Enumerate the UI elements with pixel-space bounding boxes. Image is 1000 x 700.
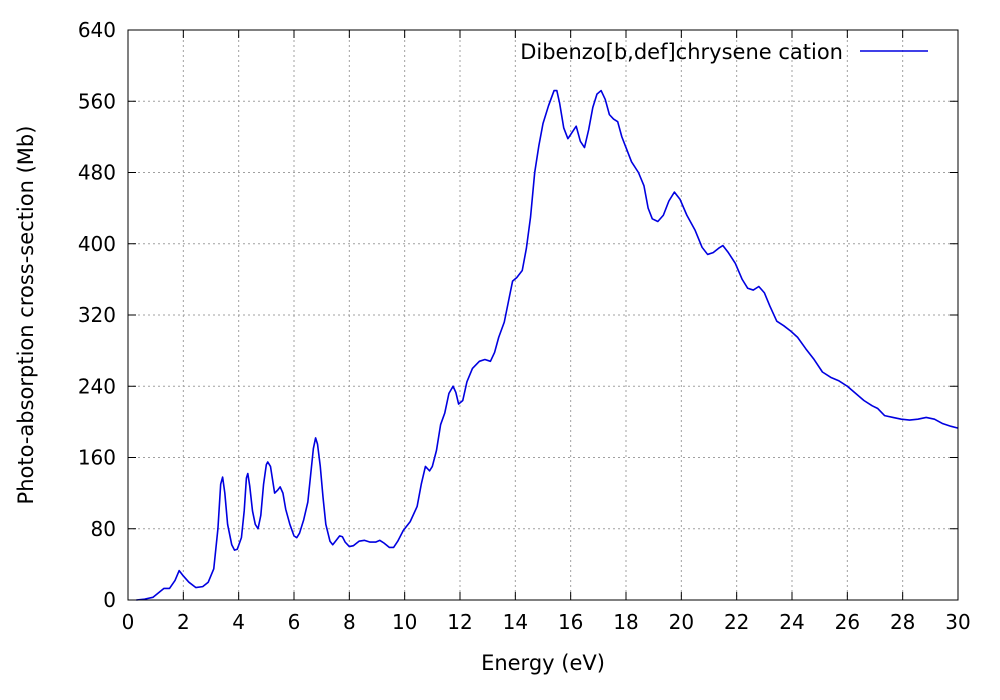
- x-tick-label: 24: [779, 610, 804, 634]
- x-tick-label: 30: [945, 610, 970, 634]
- x-tick-label: 4: [232, 610, 245, 634]
- x-tick-label: 2: [177, 610, 190, 634]
- x-tick-label: 20: [669, 610, 694, 634]
- x-tick-label: 16: [558, 610, 583, 634]
- y-tick-label: 560: [78, 89, 116, 113]
- series-layer: [136, 89, 959, 601]
- x-axis-title: Energy (eV): [481, 651, 605, 675]
- y-tick-label: 160: [78, 446, 116, 470]
- y-tick-label: 320: [78, 303, 116, 327]
- y-tick-label: 400: [78, 232, 116, 256]
- legend-label: Dibenzo[b,def]chrysene cation: [520, 40, 843, 64]
- y-tick-label: 0: [103, 588, 116, 612]
- y-tick-label: 640: [78, 18, 116, 42]
- x-tick-label: 22: [724, 610, 749, 634]
- x-tick-label: 0: [122, 610, 135, 634]
- x-tick-label: 18: [613, 610, 638, 634]
- y-tick-label: 240: [78, 374, 116, 398]
- x-tick-label: 28: [890, 610, 915, 634]
- y-tick-label: 480: [78, 161, 116, 185]
- tick-labels: 0 2 4 6 8 10 12 14 16 18 20 22 24 26 28 300801602403204…: [78, 18, 971, 634]
- y-axis-title: Photo-absorption cross-section (Mb): [14, 126, 38, 505]
- grid: [128, 30, 958, 600]
- series-line-0: [136, 89, 959, 601]
- y-tick-label: 80: [91, 517, 116, 541]
- x-tick-label: 12: [447, 610, 472, 634]
- x-tick-label: 8: [343, 610, 356, 634]
- x-tick-label: 14: [503, 610, 528, 634]
- x-tick-label: 6: [288, 610, 301, 634]
- legend: Dibenzo[b,def]chrysene cation: [520, 40, 928, 64]
- plot-frame: [127, 29, 959, 601]
- x-tick-label: 26: [835, 610, 860, 634]
- x-tick-label: 10: [392, 610, 417, 634]
